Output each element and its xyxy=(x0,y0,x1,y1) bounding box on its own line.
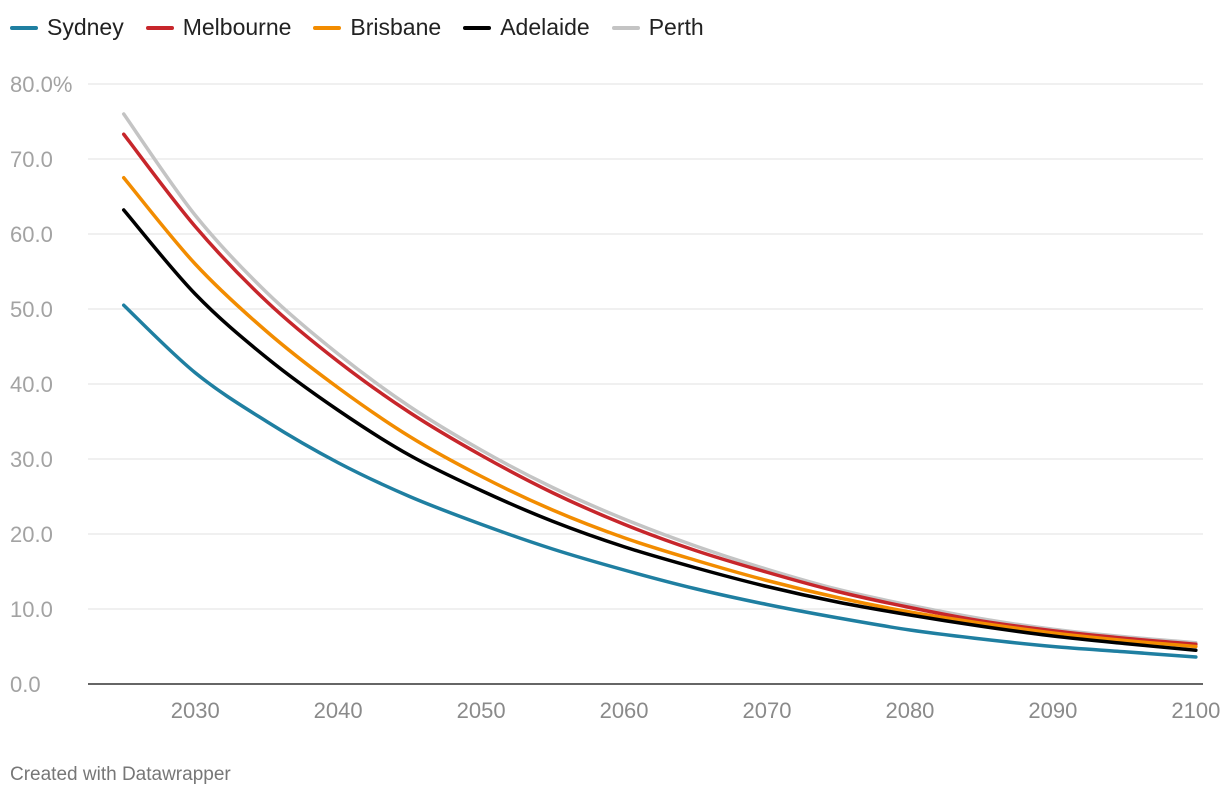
y-tick-label-2: 20.0 xyxy=(10,522,53,547)
series-line-melbourne xyxy=(121,132,1198,646)
x-axis-tick-labels: 2030 2040 2050 2060 2070 2080 2090 2100 xyxy=(171,698,1220,723)
y-axis-tick-labels: 0.0 10.0 20.0 30.0 40.0 50.0 60.0 70.0 80.0% xyxy=(10,72,72,697)
legend-label-adelaide: Adelaide xyxy=(500,14,590,40)
legend-item-sydney: Sydney xyxy=(10,14,124,41)
y-tick-label-6: 60.0 xyxy=(10,222,53,247)
legend-swatch-brisbane xyxy=(313,25,342,30)
x-tick-label-2: 2050 xyxy=(457,698,506,723)
legend-swatch-melbourne xyxy=(145,25,174,30)
legend-swatch-sydney xyxy=(10,25,38,30)
series-line-adelaide xyxy=(121,208,1198,652)
legend-label-sydney: Sydney xyxy=(47,14,124,40)
x-tick-label-6: 2090 xyxy=(1028,698,1077,723)
x-tick-label-0: 2030 xyxy=(171,698,220,723)
legend-item-melbourne: Melbourne xyxy=(145,14,292,41)
series-lines xyxy=(121,112,1198,659)
series-line-brisbane xyxy=(121,176,1198,649)
legend-item-adelaide: Adelaide xyxy=(463,14,590,41)
y-tick-label-7: 70.0 xyxy=(10,147,53,172)
y-tick-label-3: 30.0 xyxy=(10,447,53,472)
x-tick-label-1: 2040 xyxy=(314,698,363,723)
legend-swatch-adelaide xyxy=(463,25,492,30)
chart-legend: Sydney Melbourne Brisbane Adelaide Perth xyxy=(10,14,704,41)
legend-label-melbourne: Melbourne xyxy=(182,14,292,40)
y-tick-label-0: 0.0 xyxy=(10,672,41,697)
x-tick-label-7: 2100 xyxy=(1171,698,1220,723)
legend-label-brisbane: Brisbane xyxy=(350,14,442,40)
y-tick-label-1: 10.0 xyxy=(10,597,53,622)
x-tick-label-3: 2060 xyxy=(600,698,649,723)
y-tick-label-8: 80.0% xyxy=(10,72,72,97)
series-line-perth xyxy=(121,112,1198,645)
series-line-sydney xyxy=(121,303,1198,659)
legend-label-perth: Perth xyxy=(648,14,704,40)
legend-item-brisbane: Brisbane xyxy=(313,14,441,41)
legend-item-perth: Perth xyxy=(611,14,704,41)
x-tick-label-5: 2080 xyxy=(885,698,934,723)
footer-credit: Created with Datawrapper xyxy=(10,764,231,785)
y-tick-label-4: 40.0 xyxy=(10,372,53,397)
x-tick-label-4: 2070 xyxy=(743,698,792,723)
legend-swatch-perth xyxy=(611,25,640,30)
y-tick-label-5: 50.0 xyxy=(10,297,53,322)
